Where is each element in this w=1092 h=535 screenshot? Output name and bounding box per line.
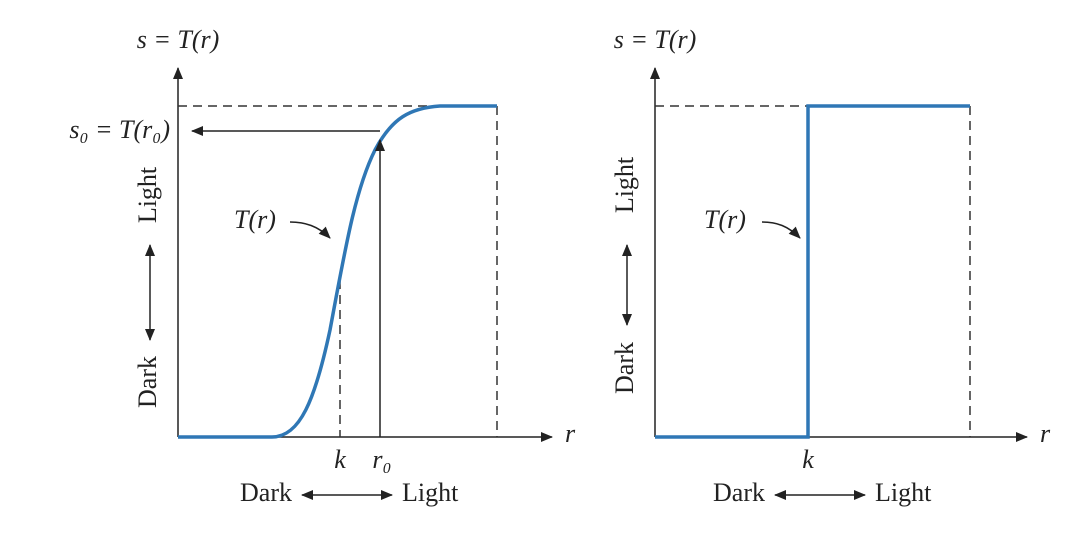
x-axis-label: r: [1040, 419, 1051, 448]
threshold-curve: [655, 104, 970, 439]
s0-label: s₀ = T(r₀): [69, 115, 170, 144]
transform-curve: [178, 104, 497, 439]
right-panel: s = T(r) T(r) Light Dark r k Dark Light: [610, 25, 1051, 507]
x-light-label: Light: [875, 478, 932, 507]
y-axis-label: s = T(r): [137, 25, 220, 54]
curve-label: T(r): [234, 205, 276, 234]
y-light-label: Light: [610, 156, 639, 213]
k-label: k: [802, 445, 814, 474]
y-dark-label: Dark: [610, 342, 639, 394]
x-dark-label: Dark: [240, 478, 292, 507]
r0-label: r₀: [372, 445, 391, 474]
y-dark-label: Dark: [133, 356, 162, 408]
left-panel: s = T(r) s₀ = T(r₀) T(r) Light Dark r k …: [69, 25, 576, 507]
curve-label-pointer: [289, 221, 331, 239]
y-light-label: Light: [133, 166, 162, 223]
curve-label: T(r): [704, 205, 746, 234]
y-axis-label: s = T(r): [614, 25, 697, 54]
curve-label-pointer: [761, 221, 801, 239]
k-label: k: [334, 445, 346, 474]
x-light-label: Light: [402, 478, 459, 507]
x-axis-label: r: [565, 419, 576, 448]
x-dark-label: Dark: [713, 478, 765, 507]
